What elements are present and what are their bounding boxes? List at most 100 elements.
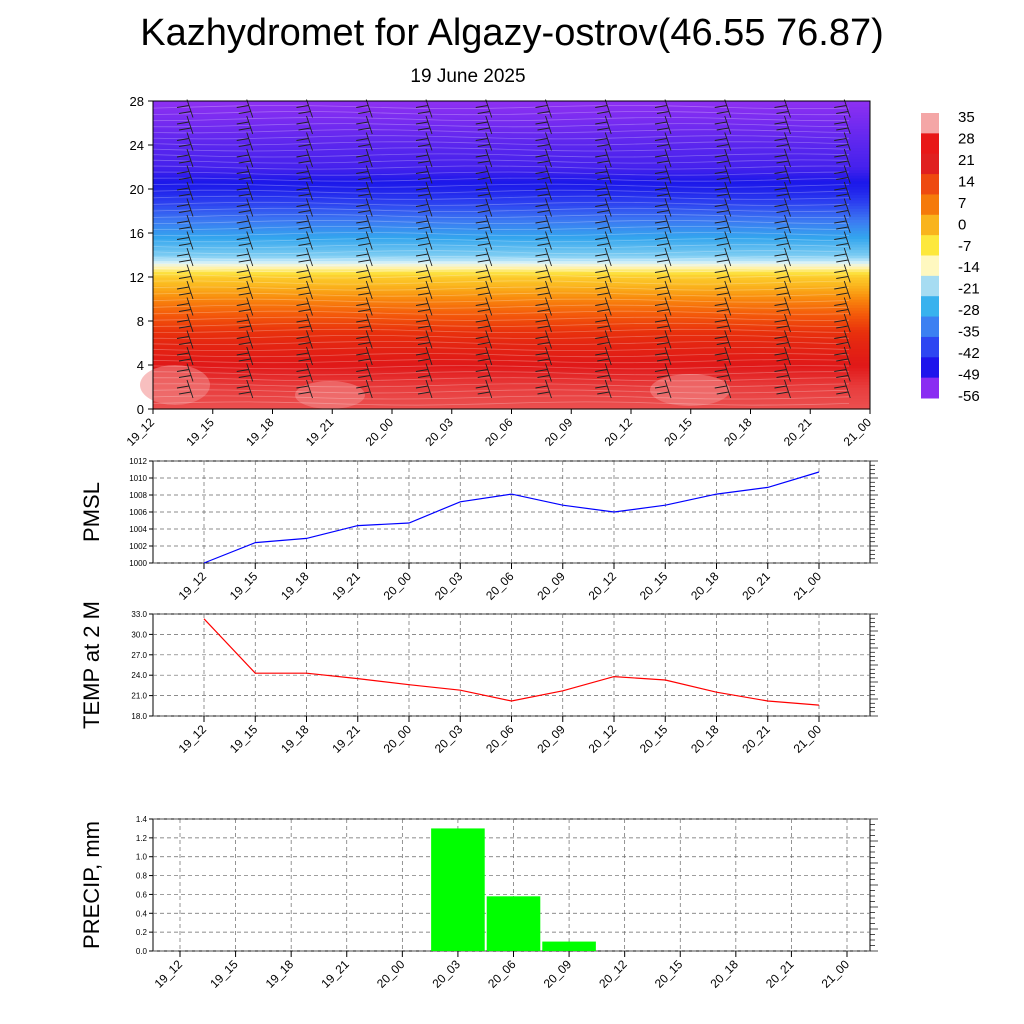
wind-barb (296, 115, 313, 135)
x-tick-label: 19_21 (303, 415, 337, 449)
wind-barb (774, 99, 791, 118)
temperature-band (153, 186, 870, 190)
colorbar-swatch (921, 235, 939, 256)
wind-barb (774, 132, 791, 151)
wind-barb (176, 231, 194, 250)
temperature-band (153, 340, 870, 344)
wind-barb (356, 214, 373, 234)
wind-barb (774, 247, 791, 267)
temperature-band (153, 103, 870, 108)
temperature-band (153, 106, 870, 110)
wind-barb (654, 247, 672, 267)
x-tick-label: 20_00 (363, 415, 397, 449)
wind-barb (535, 363, 552, 382)
wind-barb (714, 99, 732, 118)
wind-barb (654, 99, 672, 118)
wind-barb (236, 198, 254, 217)
colorbar-swatch (921, 316, 939, 338)
wind-barb (176, 346, 194, 366)
wind-barb (415, 313, 433, 333)
wind-barb (535, 313, 552, 333)
temperature-band (153, 202, 870, 207)
wind-barb (415, 99, 433, 118)
wind-barb (415, 247, 433, 267)
temperature-band (153, 238, 870, 242)
isotherm-line (152, 201, 850, 206)
chart-subtitle: 19 June 2025 (410, 66, 526, 87)
cross-section-panel: 0 4 8 12 16 20 24 28 19_12 19_15 19_18 19_21 20_00 20… (124, 94, 875, 449)
wind-barb (475, 330, 493, 349)
wind-barb (774, 198, 791, 217)
y-tick-label: 4 (137, 358, 144, 373)
x-tick-label: 19_18 (278, 722, 312, 756)
wind-barb (236, 363, 254, 382)
wind-barb (415, 379, 433, 399)
temperature-band (153, 266, 870, 270)
temp-panel: 18.0 21.0 24.0 27.0 30.0 33.0 19_12 19_15 19_18 1… (79, 601, 878, 756)
temperature-band (153, 233, 870, 237)
y-axis-label: PMSL (79, 482, 104, 542)
temperature-band (153, 194, 870, 198)
wind-barb (774, 363, 791, 382)
temperature-band (153, 216, 870, 220)
wind-barb (356, 264, 373, 283)
wind-barb (475, 231, 493, 250)
y-tick-label: 0.6 (136, 890, 148, 899)
x-tick-label: 20_03 (422, 415, 456, 449)
isotherm-line (152, 280, 850, 285)
wind-barb (296, 231, 313, 250)
x-tick-label: 20_21 (781, 415, 815, 449)
x-tick-label: 20_06 (485, 957, 519, 991)
wind-barb (595, 115, 612, 135)
wind-barb (714, 346, 732, 366)
x-tick-label: 20_03 (432, 569, 466, 603)
wind-barb (834, 214, 851, 234)
wind-barb (176, 132, 194, 151)
temperature-band (153, 332, 870, 336)
wind-barb (475, 115, 493, 135)
x-tick-label: 20_15 (652, 957, 686, 991)
temperature-band (153, 224, 870, 229)
wind-barb (834, 231, 851, 250)
temperature-band (153, 326, 870, 330)
temperature-band (153, 158, 870, 163)
colorbar-label: -42 (958, 345, 980, 362)
wind-barb (834, 99, 851, 118)
wind-barb (654, 165, 672, 184)
wind-barb (714, 214, 732, 234)
wind-barb (296, 330, 313, 349)
wind-barb (834, 148, 851, 168)
temperature-band (153, 370, 870, 374)
warm-spot (295, 381, 365, 409)
wind-barb (595, 99, 612, 118)
y-tick-label: 1006 (129, 508, 147, 517)
wind-barb (774, 231, 791, 250)
wind-barb (356, 313, 373, 333)
temperature-band (153, 123, 870, 127)
y-tick-label: 21.0 (131, 692, 147, 701)
warm-spot (650, 374, 730, 406)
temperature-band (153, 189, 870, 193)
wind-barb (535, 264, 552, 283)
wind-barb (475, 181, 493, 201)
temperature-band (153, 378, 870, 383)
x-tick-label: 20_09 (541, 957, 575, 991)
temperature-band (153, 318, 870, 322)
x-tick-label: 21_00 (791, 569, 825, 603)
temperature-field (153, 101, 870, 410)
wind-barb (535, 346, 552, 366)
temperature-band (153, 244, 870, 248)
wind-barb (296, 165, 313, 184)
wind-barb (535, 280, 552, 300)
wind-barb (475, 313, 493, 333)
temperature-band (153, 310, 870, 314)
wind-barb (595, 181, 612, 201)
wind-barb (714, 313, 732, 333)
temperature-band (153, 169, 870, 174)
temperature-band (153, 329, 870, 333)
x-tick-label: 20_09 (542, 415, 576, 449)
y-tick-label: 33.0 (131, 610, 147, 619)
temperature-band (153, 246, 870, 251)
wind-barb (176, 379, 194, 399)
precip-bar (542, 941, 596, 951)
